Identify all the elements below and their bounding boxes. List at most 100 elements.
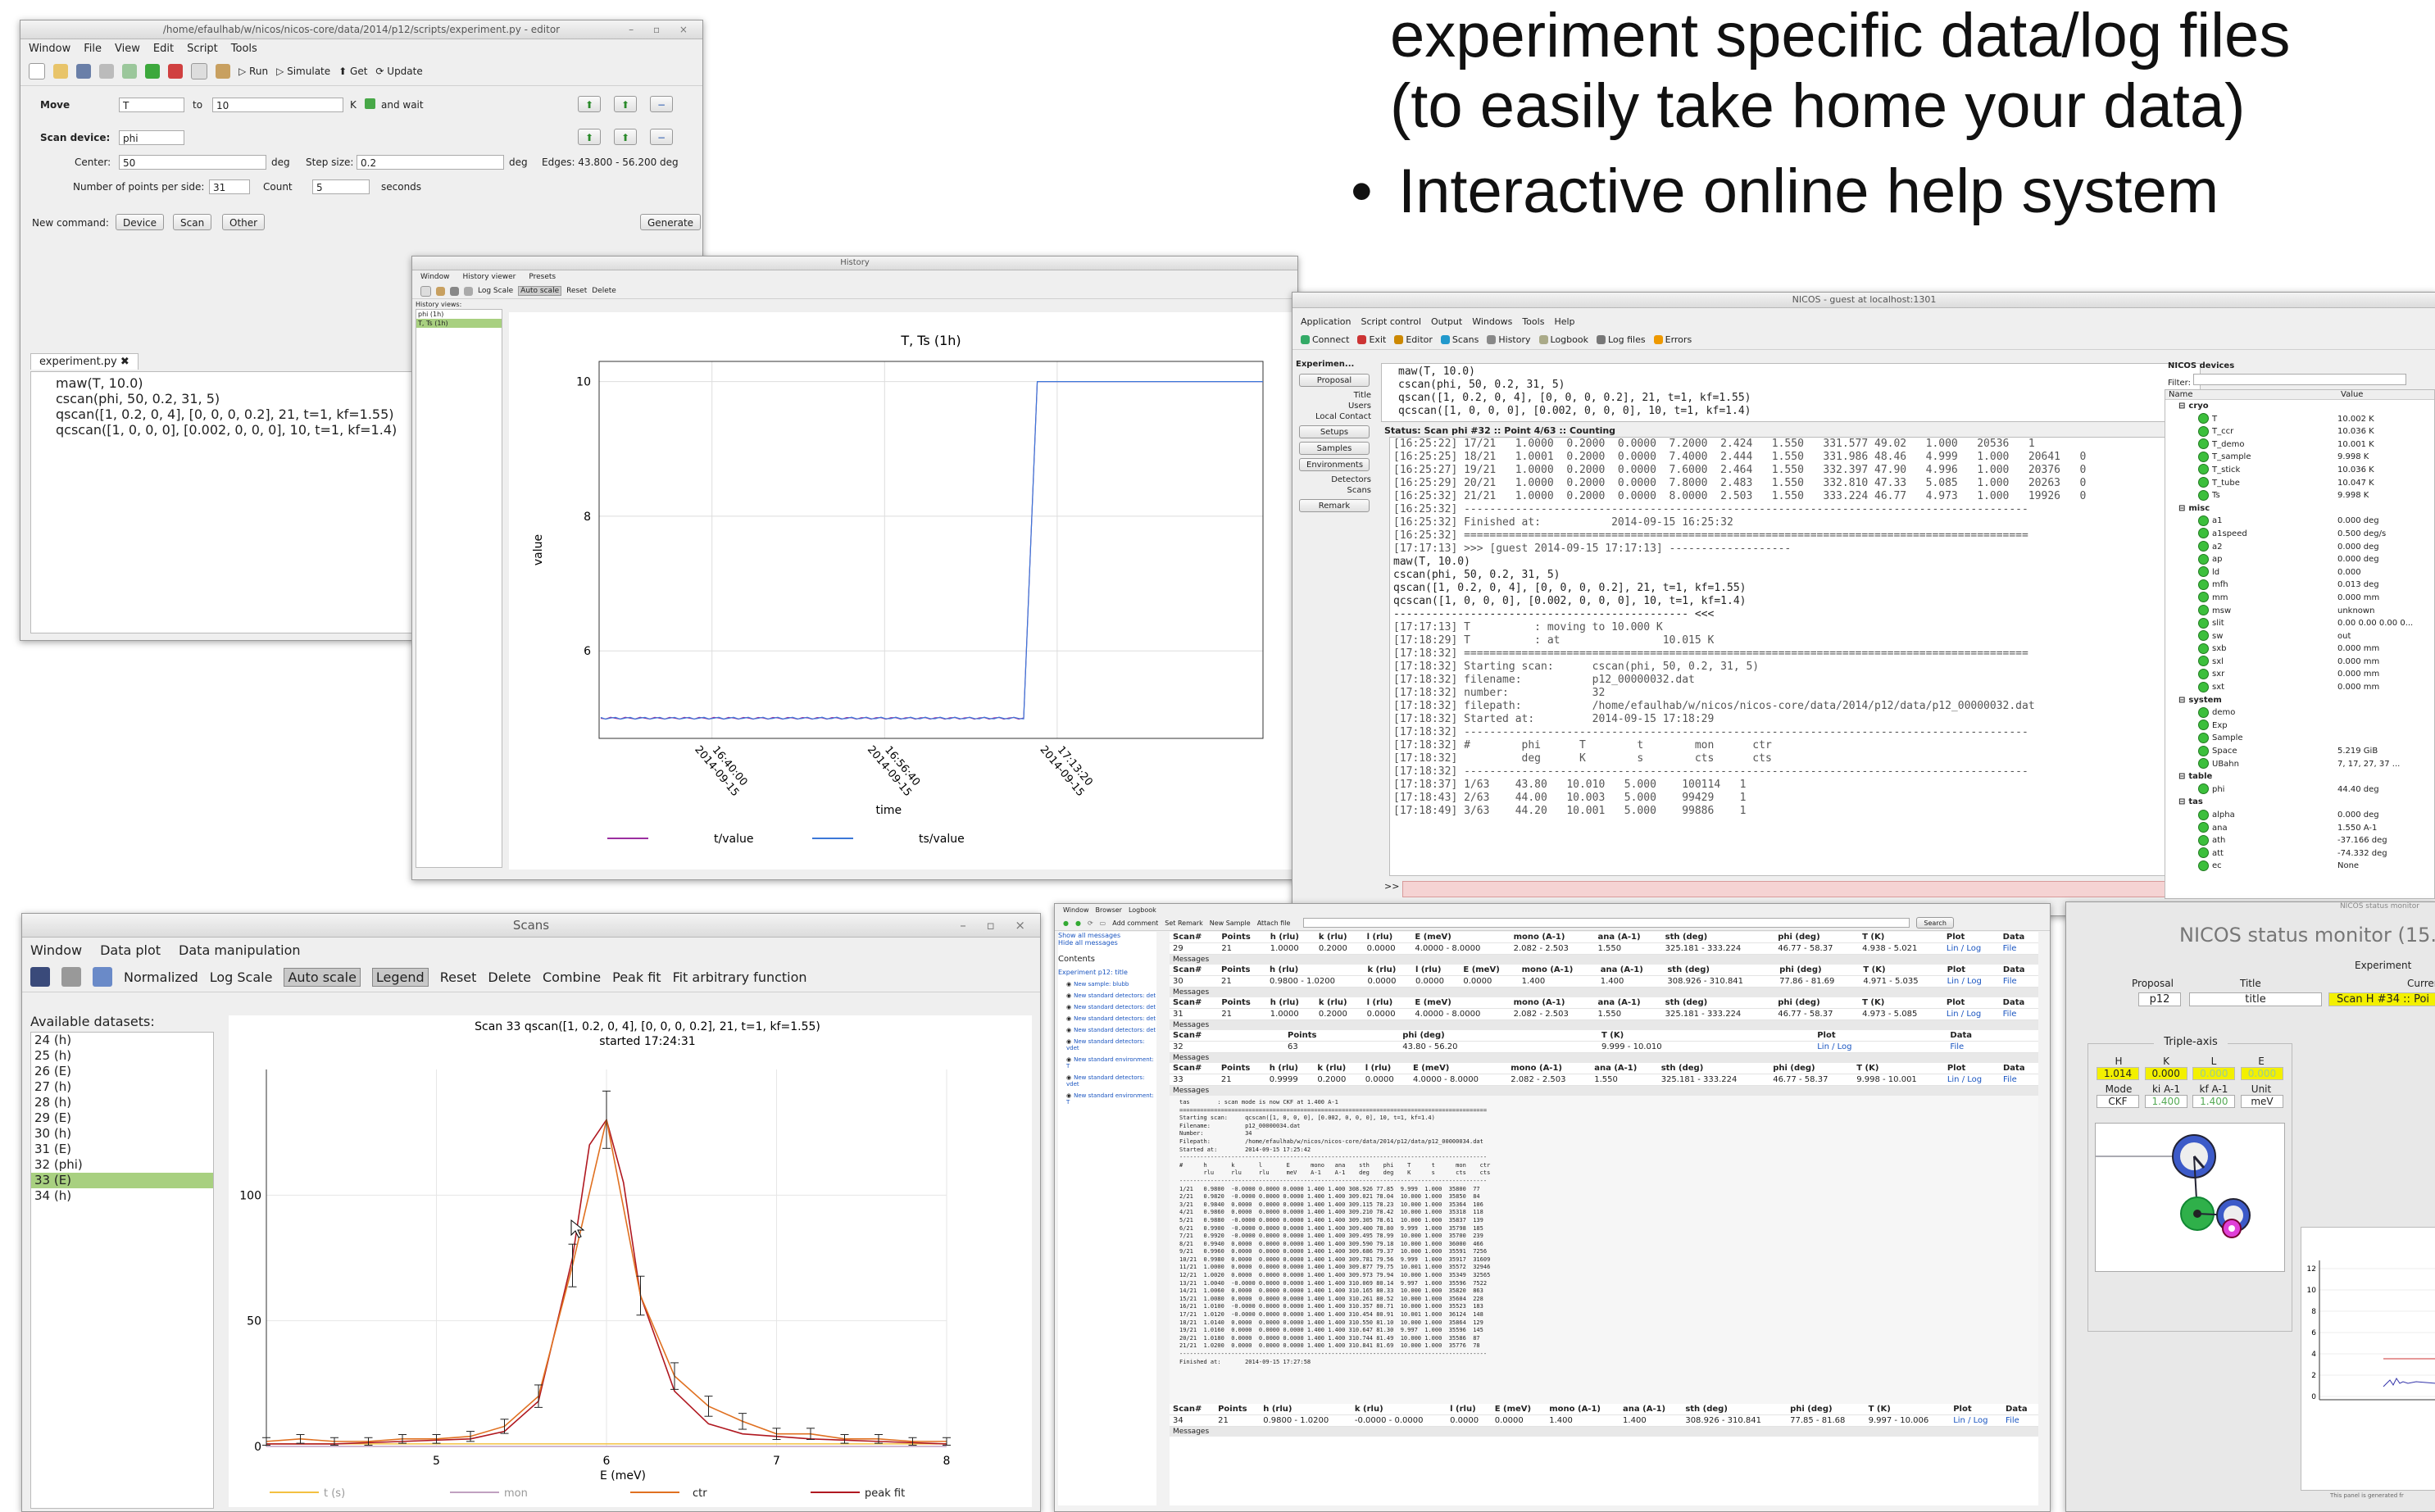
logbook-entry[interactable]: ◉ New sample: blubb — [1066, 981, 1156, 988]
device-row[interactable]: sxl 0.000 mm — [2165, 656, 2434, 669]
logbook-search-button[interactable]: Search — [1916, 917, 1954, 929]
scan-remove-button[interactable]: − — [650, 129, 674, 145]
newcmd-other-button[interactable]: Other — [222, 214, 266, 230]
move-remove-button[interactable]: − — [650, 96, 674, 112]
close-tab-icon[interactable]: ✖ — [120, 356, 129, 368]
dataset-item[interactable]: 27 (h) — [34, 1079, 72, 1094]
table-cell[interactable]: Lin / Log — [1950, 1414, 2003, 1427]
logbook-add-comment-button[interactable]: Add comment — [1112, 919, 1159, 927]
nicos-menu-windows[interactable]: Windows — [1472, 316, 1513, 327]
scans-menu-data-plot[interactable]: Data plot — [100, 942, 161, 958]
dataset-item[interactable]: 24 (h) — [34, 1033, 72, 1047]
undo-icon[interactable] — [122, 64, 137, 79]
side-samples-button[interactable]: Samples — [1299, 442, 1370, 455]
collapse-icon[interactable]: ⊟ — [2178, 402, 2186, 411]
side-setups-button[interactable]: Setups — [1299, 425, 1370, 438]
scan-down-button[interactable]: ⬆ — [614, 129, 638, 145]
toolbar-logbook-button[interactable]: Logbook — [1538, 334, 1588, 345]
scans-menu-window[interactable]: Window — [30, 942, 83, 958]
scans-legend-button[interactable]: Legend — [371, 967, 429, 987]
window-controls[interactable]: – ▫ × — [629, 24, 696, 35]
hide-all-link[interactable]: Hide all messages — [1058, 939, 1118, 947]
device-row[interactable]: ana 1.550 A-1 — [2165, 822, 2434, 835]
messages-label[interactable]: Messages — [1170, 1053, 2038, 1063]
logbook-menu-window[interactable]: Window — [1063, 906, 1089, 914]
toolbar-log-files-button[interactable]: Log files — [1596, 334, 1646, 345]
new-file-icon[interactable] — [29, 63, 45, 79]
history-reset[interactable]: Reset — [566, 287, 588, 295]
tab-experiment-py[interactable]: experiment.py ✖ — [30, 353, 139, 370]
dataset-item[interactable]: 29 (E) — [34, 1110, 72, 1125]
scans-normalized-button[interactable]: Normalized — [124, 969, 198, 985]
logbook-search-input[interactable] — [1303, 918, 1910, 928]
menu-tools[interactable]: Tools — [230, 42, 257, 55]
scans-delete-button[interactable]: Delete — [488, 969, 531, 985]
device-row[interactable]: sxt 0.000 mm — [2165, 681, 2434, 694]
device-row[interactable]: ec None — [2165, 860, 2434, 873]
command-prompt[interactable]: >> — [1384, 881, 2196, 897]
history-auto-scale[interactable]: Auto scale — [518, 286, 562, 296]
print-icon[interactable] — [61, 967, 81, 987]
open-folder-icon[interactable] — [53, 64, 68, 79]
device-row[interactable]: T_sample 9.998 K — [2165, 451, 2434, 464]
dataset-item[interactable]: 25 (h) — [34, 1048, 72, 1063]
table-cell[interactable]: File — [1999, 942, 2038, 955]
device-row[interactable]: T_tube 10.047 K — [2165, 477, 2434, 490]
logbook-new-sample-button[interactable]: New Sample — [1209, 919, 1251, 927]
device-row[interactable]: a1speed 0.500 deg/s — [2165, 528, 2434, 541]
logbook-set-remark-button[interactable]: Set Remark — [1165, 919, 1203, 927]
save-view-icon[interactable] — [450, 286, 459, 296]
history-view-item[interactable]: T, Ts (1h) — [416, 319, 502, 328]
device-row[interactable]: T 10.002 K — [2165, 413, 2434, 426]
collapse-icon[interactable]: ⊟ — [2178, 503, 2186, 513]
device-row[interactable]: att -74.332 deg — [2165, 847, 2434, 860]
collapse-icon[interactable]: ⊟ — [2178, 695, 2186, 705]
dataset-item[interactable]: 34 (h) — [34, 1188, 72, 1203]
points-spinbox[interactable]: 31 — [209, 179, 250, 194]
menu-window[interactable]: Window — [29, 42, 71, 55]
cut-icon[interactable] — [168, 64, 183, 79]
logbook-menu-logbook[interactable]: Logbook — [1128, 906, 1156, 914]
device-row[interactable]: demo — [2165, 706, 2434, 720]
logbook-entry[interactable]: ◉ New standard detectors: vdet — [1066, 1038, 1156, 1051]
logbook-entry[interactable]: ◉ New standard detectors: det — [1066, 1027, 1156, 1033]
messages-label[interactable]: Messages — [1170, 955, 2038, 965]
menu-edit[interactable]: Edit — [152, 42, 175, 55]
print-view-icon[interactable] — [464, 286, 473, 296]
collapse-icon[interactable]: ⊟ — [2178, 797, 2186, 807]
command-input[interactable] — [1402, 881, 2191, 897]
scans-fit-arbitrary-function-button[interactable]: Fit arbitrary function — [672, 969, 807, 985]
messages-label[interactable]: Messages — [1170, 1020, 2038, 1030]
move-target-input[interactable]: 10 — [212, 98, 343, 112]
device-row[interactable]: sxr 0.000 mm — [2165, 668, 2434, 681]
device-row[interactable]: alpha 0.000 deg — [2165, 809, 2434, 822]
history-menu-history-viewer[interactable]: History viewer — [462, 273, 516, 281]
generate-button[interactable]: Generate — [640, 214, 702, 230]
table-cell[interactable]: File — [2002, 1414, 2038, 1427]
dataset-item[interactable]: 30 (h) — [34, 1126, 72, 1141]
logbook-entry[interactable]: ◉ New standard detectors: det — [1066, 1004, 1156, 1010]
nicos-menu-application[interactable]: Application — [1301, 316, 1352, 327]
table-cell[interactable]: Lin / Log — [1942, 1008, 2000, 1020]
edit-view-icon[interactable] — [436, 286, 445, 296]
device-row[interactable]: Ts 9.998 K — [2165, 489, 2434, 502]
step-input[interactable]: 0.2 — [357, 155, 504, 170]
messages-label[interactable]: Messages — [1170, 1086, 2038, 1096]
device-row[interactable]: T_demo 10.001 K — [2165, 438, 2434, 452]
device-filter-input[interactable] — [2193, 374, 2407, 385]
nicos-menu-script-control[interactable]: Script control — [1361, 316, 1421, 327]
logbook-entry[interactable]: ◉ New standard environment: T — [1066, 1056, 1156, 1069]
toolbar-errors-button[interactable]: Errors — [1653, 334, 1692, 345]
toolbar-connect-button[interactable]: Connect — [1301, 334, 1349, 345]
scan-up-button[interactable]: ⬆ — [578, 129, 602, 145]
editor-titlebar[interactable]: /home/efaulhab/w/nicos/nicos-core/data/2… — [20, 20, 702, 39]
history-delete[interactable]: Delete — [592, 287, 616, 295]
print-icon[interactable]: ▭ — [1099, 919, 1106, 927]
device-row[interactable]: mm 0.000 mm — [2165, 592, 2434, 605]
logbook-entry[interactable]: ◉ New standard detectors: vdet — [1066, 1074, 1156, 1087]
get-button[interactable]: ⬆ Get — [338, 66, 368, 77]
side-remark-button[interactable]: Remark — [1299, 499, 1370, 512]
messages-label[interactable]: Messages — [1170, 988, 2038, 997]
nicos-menu-help[interactable]: Help — [1554, 316, 1575, 327]
device-group[interactable]: ⊟ misc — [2165, 502, 2434, 515]
